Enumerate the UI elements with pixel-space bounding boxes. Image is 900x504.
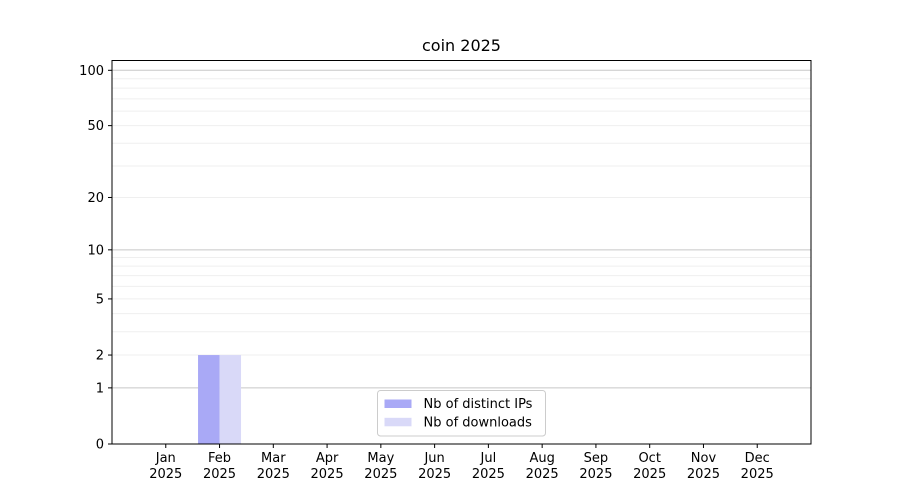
- x-tick-label: Jan 2025: [149, 451, 182, 482]
- y-tick-label: 1: [96, 381, 104, 396]
- x-tick-label: Jul 2025: [472, 451, 505, 482]
- chart-title: coin 2025: [422, 36, 501, 55]
- y-tick-label: 50: [87, 119, 104, 134]
- tick-labels: 0 1 2 5 10 20 50 100 Jan 2025 Feb 2025 Mar 2025 Apr 202…: [79, 64, 774, 482]
- x-tick-label: Sep 2025: [579, 451, 612, 482]
- y-tick-label: 5: [96, 292, 104, 307]
- y-tick-label: 2: [96, 349, 104, 364]
- bars: [198, 355, 242, 444]
- x-tick-label: Nov 2025: [687, 451, 720, 482]
- major-gridlines: [112, 69, 811, 389]
- x-tick-label: Mar 2025: [257, 451, 290, 482]
- y-tick-label: 10: [87, 243, 104, 258]
- y-tick-label: 0: [96, 438, 104, 453]
- x-tick-label: Jun 2025: [418, 451, 451, 482]
- legend-label: Nb of downloads: [424, 415, 533, 430]
- legend: Nb of distinct IPs Nb of downloads: [377, 390, 546, 437]
- plot-border: [111, 60, 812, 445]
- axis-ticks: [108, 69, 758, 448]
- legend-swatch: [384, 399, 412, 408]
- x-tick-label: May 2025: [364, 451, 397, 482]
- minor-gridlines: [112, 78, 811, 356]
- y-tick-label: 20: [87, 191, 104, 206]
- bar-downloads: [219, 355, 242, 444]
- plot-border-rect: [111, 60, 812, 445]
- x-tick-label: Apr 2025: [311, 451, 344, 482]
- legend-box: [377, 390, 546, 437]
- legend-swatch: [384, 417, 412, 427]
- x-tick-label: Aug 2025: [526, 451, 559, 482]
- x-tick-label: Dec 2025: [741, 451, 774, 482]
- x-tick-label: Feb 2025: [203, 451, 236, 482]
- legend-label: Nb of distinct IPs: [424, 397, 533, 412]
- x-tick-label: Oct 2025: [633, 451, 666, 482]
- y-tick-label: 100: [79, 64, 104, 79]
- bar-distinct-ips: [198, 355, 220, 444]
